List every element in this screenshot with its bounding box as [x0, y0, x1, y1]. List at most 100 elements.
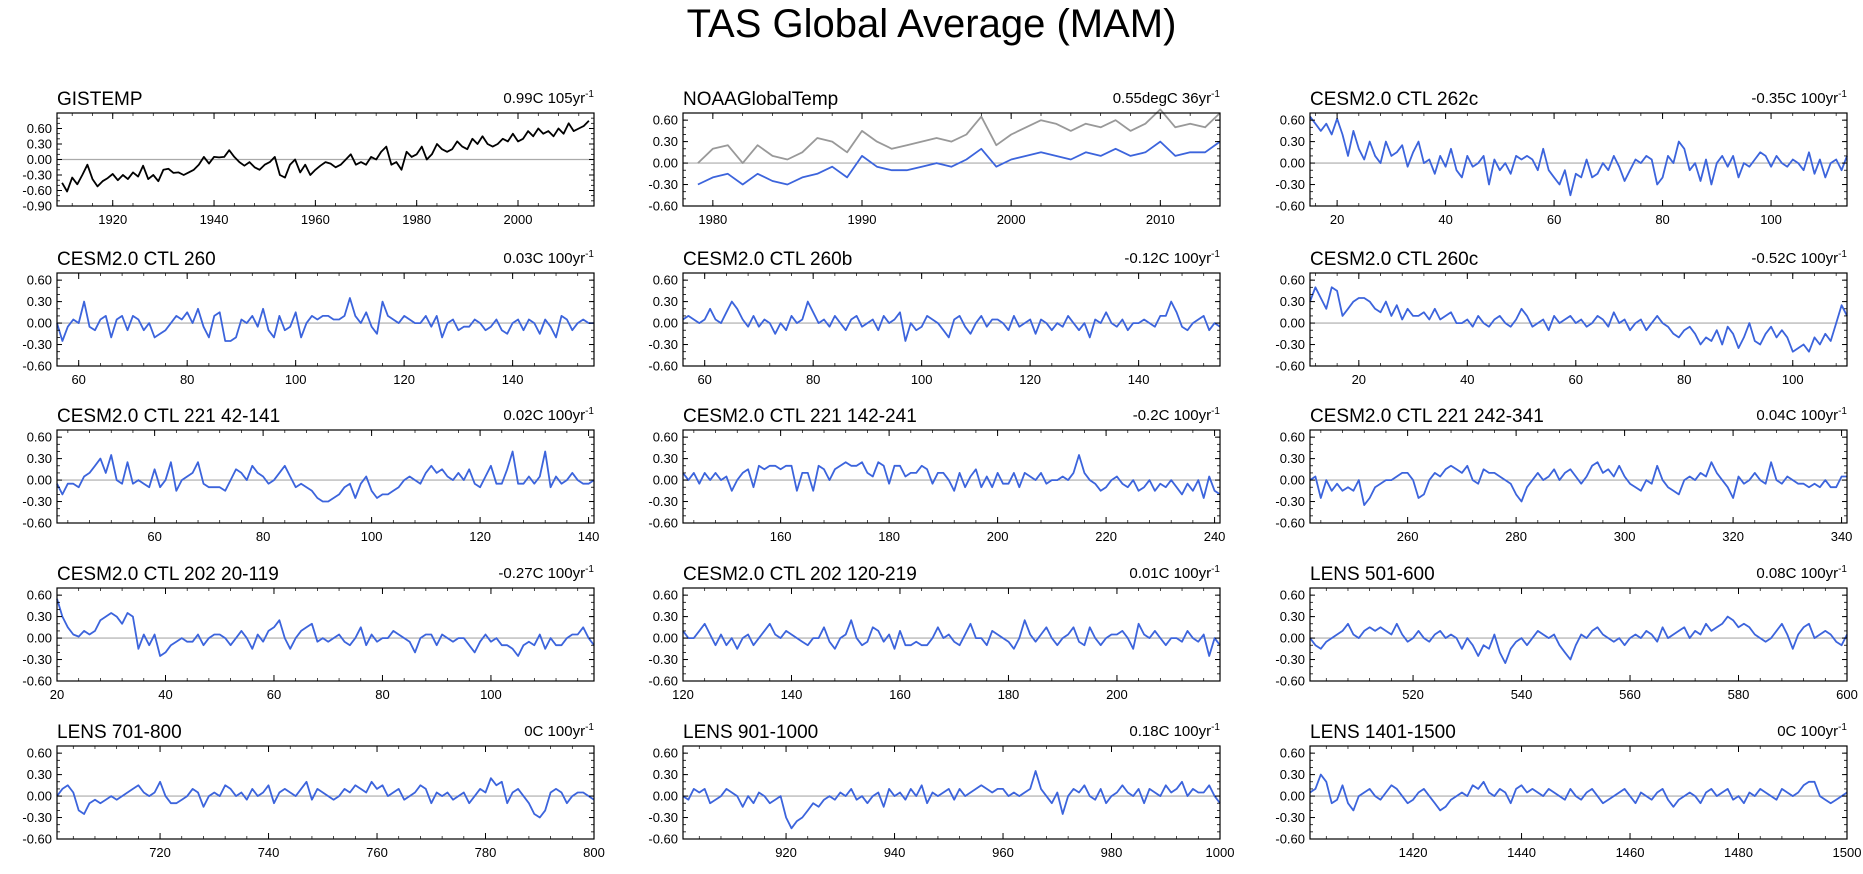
x-tick-label: 60: [147, 529, 161, 544]
plot-frame: [56, 429, 595, 524]
trend-label: 0.08C 100yr-1: [1756, 564, 1847, 582]
x-tick-label: 180: [998, 687, 1020, 702]
chart-panel: CESM2.0 CTL 260c -0.52C 100yr-1 0.60 0.30 0.…: [1275, 249, 1848, 387]
trend-label: 0.01C 100yr-1: [1129, 564, 1220, 582]
x-tick-label: 20: [1330, 212, 1344, 227]
y-tick-label: 0.60: [1280, 588, 1305, 603]
panel-title: CESM2.0 CTL 260b: [683, 249, 852, 270]
y-tick-label: -0.30: [648, 337, 678, 352]
x-tick-label: 200: [987, 529, 1009, 544]
trend-exponent: -1: [1838, 564, 1847, 575]
x-tick-label: 80: [180, 372, 194, 387]
y-tick-label: 0.00: [27, 152, 52, 167]
y-tick-label: 0.30: [1280, 134, 1305, 149]
y-tick-label: 0.30: [27, 609, 52, 624]
trend-value: -0.12C 100yr: [1124, 250, 1211, 267]
x-tick-label: 580: [1728, 687, 1750, 702]
trend-exponent: -1: [1211, 722, 1220, 733]
x-tick-label: 140: [781, 687, 803, 702]
y-tick-label: -0.30: [648, 494, 678, 509]
series-line: [1309, 773, 1848, 812]
chart-panel: LENS 1401-1500 0C 100yr-1 0.60 0.30 0.00 -0.3…: [1275, 722, 1861, 860]
y-tick-label: 0.00: [1280, 631, 1305, 646]
trend-value: 0.03C 100yr: [503, 250, 585, 267]
panel-title: CESM2.0 CTL 221 42-141: [57, 406, 280, 427]
x-tick-label: 140: [502, 372, 524, 387]
trend-label: -0.27C 100yr-1: [498, 564, 594, 582]
y-tick-label: -0.60: [1275, 516, 1305, 531]
x-tick-label: 80: [1655, 212, 1669, 227]
series-line: [1309, 286, 1848, 353]
y-tick-label: 0.30: [1280, 609, 1305, 624]
chart-panel: CESM2.0 CTL 260b -0.12C 100yr-1 0.60 0.30 0.…: [648, 249, 1221, 387]
y-tick-label: -0.30: [22, 337, 52, 352]
trend-label: 0C 100yr-1: [1777, 722, 1847, 740]
plot-frame: [682, 745, 1221, 840]
trend-label: -0.2C 100yr-1: [1133, 406, 1221, 424]
x-tick-label: 100: [285, 372, 307, 387]
trend-value: 0C 100yr: [524, 723, 585, 740]
trend-exponent: -1: [1838, 249, 1847, 260]
y-tick-label: 0.60: [653, 113, 678, 128]
y-tick-label: -0.60: [22, 674, 52, 689]
x-tick-label: 920: [775, 845, 797, 860]
series-line: [697, 140, 1221, 186]
trend-value: -0.35C 100yr: [1751, 90, 1838, 107]
trend-value: 0.04C 100yr: [1756, 407, 1838, 424]
y-tick-label: 0.00: [653, 316, 678, 331]
y-tick-label: -0.60: [22, 359, 52, 374]
y-tick-label: 0.30: [27, 767, 52, 782]
x-tick-label: 140: [578, 529, 600, 544]
y-tick-label: 0.00: [27, 631, 52, 646]
y-tick-label: -0.30: [22, 810, 52, 825]
x-tick-label: 260: [1397, 529, 1419, 544]
x-tick-label: 120: [469, 529, 491, 544]
series-line: [61, 120, 590, 193]
x-tick-label: 200: [1106, 687, 1128, 702]
plot-frame: [682, 587, 1221, 682]
chart-panel: GISTEMP 0.99C 105yr-10.600.300.00-0.30-0.…: [22, 89, 595, 227]
x-tick-label: 1920: [98, 212, 127, 227]
x-tick-label: 20: [50, 687, 64, 702]
trend-label: -0.12C 100yr-1: [1124, 249, 1220, 267]
x-tick-label: 100: [1782, 372, 1804, 387]
y-tick-label: 0.30: [653, 451, 678, 466]
plot-frame: [56, 272, 595, 367]
plot-frame: [1309, 272, 1848, 367]
series-line: [682, 454, 1221, 499]
y-tick-label: -0.60: [648, 359, 678, 374]
trend-value: 0.18C 100yr: [1129, 723, 1211, 740]
chart-panel: CESM2.0 CTL 202 120-219 0.01C 100yr-1 0.60…: [648, 564, 1221, 702]
y-tick-label: 0.60: [1280, 113, 1305, 128]
y-tick-label: 0.60: [27, 430, 52, 445]
x-tick-label: 280: [1505, 529, 1527, 544]
x-tick-label: 160: [889, 687, 911, 702]
x-tick-label: 1500: [1833, 845, 1862, 860]
x-tick-label: 340: [1831, 529, 1853, 544]
x-tick-label: 240: [1204, 529, 1226, 544]
x-tick-label: 160: [770, 529, 792, 544]
chart-panel: CESM2.0 CTL 221 42-141 0.02C 100yr-1 0.60 0…: [22, 406, 599, 544]
panel-title: CESM2.0 CTL 221 142-241: [683, 406, 917, 427]
x-tick-label: 520: [1402, 687, 1424, 702]
x-tick-label: 2000: [997, 212, 1026, 227]
x-tick-label: 1440: [1507, 845, 1536, 860]
y-tick-label: -0.60: [22, 516, 52, 531]
trend-label: -0.35C 100yr-1: [1751, 89, 1847, 107]
plot-frame: [682, 272, 1221, 367]
y-tick-label: 0.00: [653, 473, 678, 488]
trend-value: 0.01C 100yr: [1129, 565, 1211, 582]
series-line: [697, 108, 1221, 165]
y-tick-label: -0.60: [648, 674, 678, 689]
y-tick-label: -0.30: [22, 494, 52, 509]
trend-exponent: -1: [1211, 564, 1220, 575]
y-tick-label: 0.30: [1280, 294, 1305, 309]
trend-exponent: -1: [1211, 89, 1220, 100]
x-tick-label: 220: [1095, 529, 1117, 544]
x-tick-label: 1460: [1616, 845, 1645, 860]
y-tick-label: -0.30: [648, 810, 678, 825]
y-tick-label: -0.60: [1275, 674, 1305, 689]
y-tick-label: -0.90: [22, 199, 52, 214]
